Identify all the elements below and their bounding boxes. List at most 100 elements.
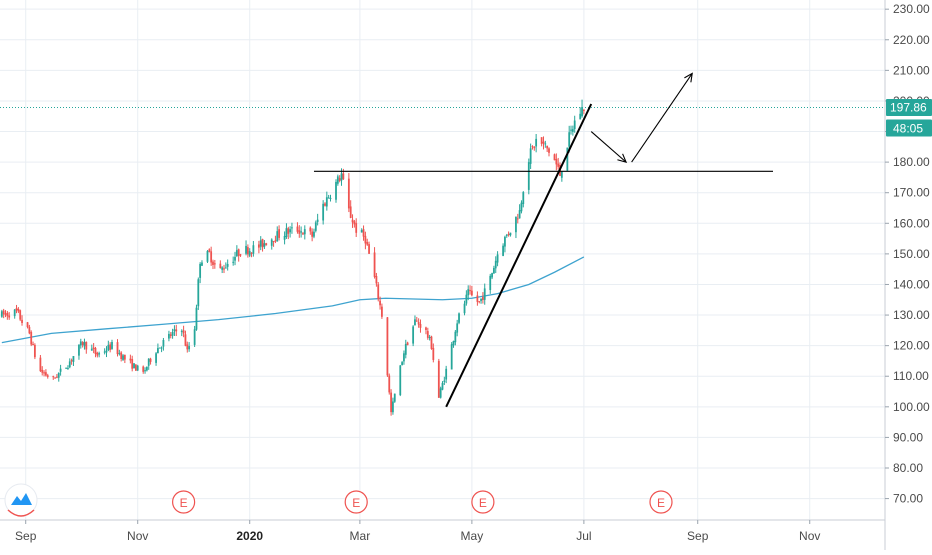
earnings-label: E [352,496,360,510]
candle-body [221,267,224,270]
candle [246,244,249,258]
candle [327,194,330,199]
candle-body [289,229,292,233]
moving-average-line [1,256,585,344]
candle-body [270,239,273,246]
candle-body [553,154,556,161]
candle [463,300,466,316]
candle [195,304,198,331]
candle-body [94,348,97,354]
candle-body [377,284,380,300]
y-tick-label: 130.00 [893,308,930,322]
candle [368,241,370,254]
candle-body [481,297,484,301]
candle-body [314,222,317,231]
candle-body [168,333,170,339]
y-tick-label: 210.00 [893,63,930,77]
earnings-marker[interactable]: E [649,490,673,514]
candle [274,235,277,244]
candle-body [265,243,268,246]
earnings-marker[interactable]: E [172,490,196,514]
candle [96,351,99,358]
candle-body [469,290,471,292]
candle [90,344,93,351]
candle [540,137,543,147]
candle [173,325,176,336]
candle [324,202,326,207]
earnings-marker[interactable]: E [471,490,495,514]
x-tick-label: May [461,529,484,543]
y-tick-label: 120.00 [893,339,930,353]
candle-body [226,263,229,267]
candle [458,312,460,325]
candle [287,226,290,240]
candle [329,194,332,202]
candle [105,346,108,358]
candle-body [155,353,157,363]
candle-body [527,162,530,190]
candle-body [285,228,288,238]
candle [481,292,484,304]
candle-body [303,229,306,235]
earnings-marker[interactable]: E [344,490,368,514]
y-tick-label: 140.00 [893,277,930,291]
candle-body [184,334,187,346]
candle-body [336,176,339,184]
candle-body [465,294,468,304]
candle-body [26,322,29,328]
candle [223,264,225,274]
candle-body [210,251,213,263]
candle [168,330,170,342]
candle-body [234,256,236,261]
candle-body [250,252,253,254]
candle [399,364,402,397]
candle [546,145,549,153]
candle [476,291,479,306]
candle [300,226,303,238]
candle-body [52,376,55,378]
candle-body [182,330,185,334]
candle-body [278,229,280,238]
candle [157,343,159,354]
candle [133,363,135,369]
candle [70,358,73,365]
candle-body [237,249,240,257]
candle [403,350,405,365]
candle [28,324,31,335]
candle [79,338,82,349]
candle [272,240,275,247]
candle-body [450,344,453,370]
candle-body [364,235,367,244]
earnings-circle [172,490,196,514]
candle [483,283,486,305]
candle [364,231,367,250]
candle-body [557,163,560,167]
candle-body [360,230,363,233]
tradingview-logo[interactable] [4,483,38,517]
candle [21,315,23,326]
candle-body [248,250,251,256]
candle [162,337,165,351]
candle [235,245,238,258]
last-price-badge-box [886,98,932,116]
candle [439,386,442,399]
candle-body [340,173,343,181]
x-tick-label: Mar [350,529,371,543]
candle-body [573,120,576,130]
candle-body [136,365,139,371]
arrow-drawing[interactable] [631,72,693,163]
candle-body [144,370,146,372]
candle-body [419,324,422,328]
candle [136,364,139,372]
candle-body [109,344,112,350]
candle-body [212,261,214,265]
candle-body [186,344,189,350]
trend-line[interactable] [445,103,593,408]
candle [261,238,264,252]
candle-body [581,107,583,117]
candle-body [489,275,492,291]
candle-body [393,393,396,402]
arrow-drawing[interactable] [590,131,628,163]
